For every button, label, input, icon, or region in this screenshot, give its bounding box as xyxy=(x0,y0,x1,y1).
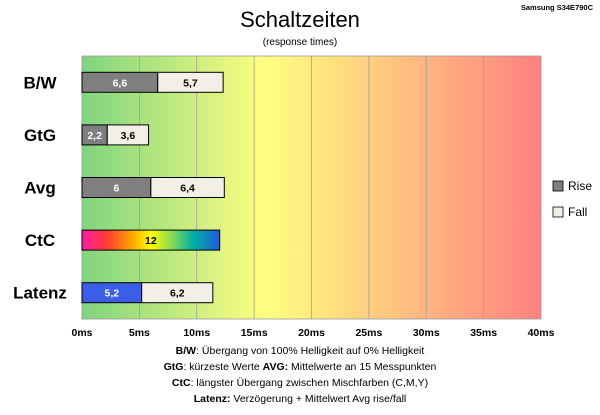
monitor-model: Samsung S34E790C xyxy=(521,3,594,12)
bar-label-rise: 6,6 xyxy=(113,77,128,89)
bar-label-fall: 6,2 xyxy=(170,288,185,300)
bar-label-rise: 2,2 xyxy=(87,130,102,142)
footnote-line: CtC: längster Übergang zwischen Mischfar… xyxy=(172,377,428,389)
legend-rise-label: Rise xyxy=(568,179,592,193)
category-labels: B/W GtG Avg CtC Latenz xyxy=(13,73,67,302)
bar-fall xyxy=(150,177,225,198)
chart-subtitle: (response times) xyxy=(263,37,337,48)
bar-fall xyxy=(106,124,150,146)
x-tick-label: 20ms xyxy=(298,327,325,339)
bar-label-fall: 5,7 xyxy=(183,77,198,89)
bar-label-fall: 3,6 xyxy=(121,130,136,142)
chart-title: Schaltzeiten xyxy=(240,7,360,32)
x-tick-label: 35ms xyxy=(470,327,497,339)
legend-fall-label: Fall xyxy=(568,205,587,219)
bar-label: 12 xyxy=(145,235,157,247)
category-label: GtG xyxy=(24,126,56,145)
x-tick-label: 15ms xyxy=(241,327,268,339)
bar-label-rise: 6 xyxy=(114,183,120,195)
footnotes: B/W: Übergang von 100% Helligkeit auf 0%… xyxy=(164,345,437,405)
category-label: Latenz xyxy=(13,284,67,303)
x-tick-label: 40ms xyxy=(528,327,555,339)
x-tick-labels: 0ms 5ms 10ms 15ms 20ms 25ms 30ms 35ms 40ms xyxy=(71,327,554,339)
legend-rise-swatch xyxy=(552,180,564,192)
x-tick-label: 25ms xyxy=(355,327,382,339)
category-label: CtC xyxy=(25,231,55,250)
legend: Rise Fall xyxy=(552,179,592,219)
bar-label-fall: 6,4 xyxy=(180,183,195,195)
x-tick-label: 0ms xyxy=(71,327,92,339)
category-label: Avg xyxy=(24,179,56,198)
x-tick-label: 10ms xyxy=(183,327,210,339)
footnote-line: GtG: kürzeste Werte AVG: Mittelwerte an … xyxy=(164,361,437,373)
footnote-line: B/W: Übergang von 100% Helligkeit auf 0%… xyxy=(176,345,425,357)
x-tick-label: 30ms xyxy=(413,327,440,339)
category-label: B/W xyxy=(23,73,57,92)
bar-ctc xyxy=(81,229,221,251)
x-tick-label: 5ms xyxy=(129,327,150,339)
footnote-line: Latenz: Verzögerung + Mittelwert Avg ris… xyxy=(194,393,407,405)
bar-fall xyxy=(157,71,224,93)
bar-fall xyxy=(141,282,214,304)
legend-fall-swatch xyxy=(552,206,564,218)
bars: 6,6 5,7 2,2 3,6 6 6,4 12 5,2 6,2 xyxy=(81,71,225,304)
bar-label-rise: 5,2 xyxy=(105,288,120,300)
